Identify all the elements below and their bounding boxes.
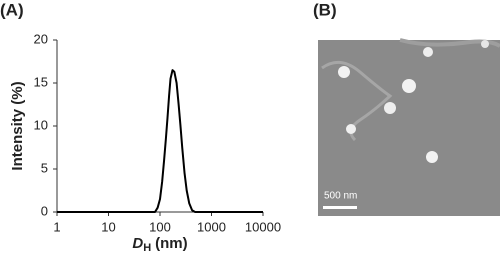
x-tick-label: 1000 — [197, 219, 226, 234]
particle — [426, 151, 438, 163]
x-tick-label: 10000 — [245, 219, 281, 234]
x-title-sub: H — [143, 242, 151, 254]
x-tick-label: 10 — [101, 219, 115, 234]
texture — [399, 38, 500, 48]
x-axis-title: DH (nm) — [132, 235, 187, 254]
particle — [384, 102, 396, 114]
panel-label: (A) — [0, 0, 24, 19]
particle — [481, 40, 489, 48]
panel-label: (B) — [313, 0, 337, 19]
scale-bar-label: 500 nm — [324, 191, 357, 202]
particle — [338, 66, 350, 78]
scale-bar — [323, 206, 357, 209]
sem-image: 500 nm — [318, 38, 500, 216]
y-tick-label: 0 — [41, 203, 48, 218]
particle — [402, 79, 416, 93]
y-axis-title: Intensity (%) — [9, 81, 26, 170]
data-line — [57, 69, 263, 213]
particle — [346, 124, 356, 134]
y-tick-label: 20 — [34, 31, 48, 46]
y-tick-label: 15 — [34, 74, 48, 89]
x-title-rest: (nm) — [155, 235, 188, 252]
x-title-main: D — [132, 235, 143, 252]
y-tick-label: 10 — [34, 117, 48, 132]
y-tick-label: 5 — [41, 160, 48, 175]
x-tick-label: 1 — [53, 219, 60, 234]
x-tick-label: 100 — [149, 219, 171, 234]
particle — [423, 47, 433, 57]
